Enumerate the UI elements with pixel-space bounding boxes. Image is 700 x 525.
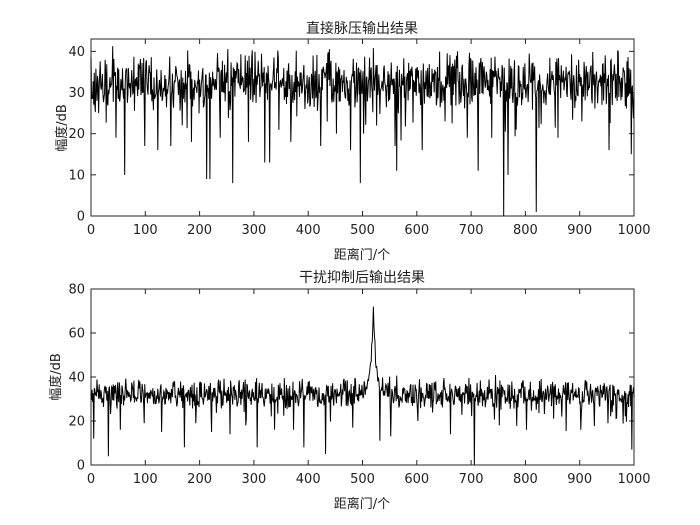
x-tick-label: 0 <box>87 223 95 238</box>
x-tick-label: 500 <box>350 223 375 238</box>
chart-bottom-plot-area <box>90 288 635 466</box>
chart-top-ylabel: 幅度/dB <box>54 104 70 152</box>
x-tick-label: 900 <box>567 472 592 487</box>
x-tick-label: 300 <box>241 472 266 487</box>
x-tick-label: 500 <box>350 472 375 487</box>
x-tick-label: 0 <box>87 472 95 487</box>
chart-top-title: 直接脉压输出结果 <box>306 20 418 37</box>
y-tick-label: 40 <box>68 371 85 386</box>
chart-bottom: 0 100 200 300 400 500 600 700 800 900 1000 0 20 40 60… <box>48 270 651 512</box>
chart-top: 0 100 200 300 400 500 600 700 800 900 1000 0 10 20 30… <box>54 20 651 263</box>
y-tick-label: 0 <box>77 210 85 225</box>
x-tick-label: 600 <box>404 223 429 238</box>
y-tick-label: 80 <box>68 283 85 298</box>
x-tick-label: 900 <box>567 223 592 238</box>
chart-bottom-series-line <box>90 306 635 466</box>
y-tick-label: 40 <box>68 45 85 60</box>
x-tick-label: 700 <box>459 472 484 487</box>
chart-bottom-xlabel: 距离门/个 <box>334 496 390 512</box>
x-tick-label: 400 <box>296 472 321 487</box>
x-tick-label: 400 <box>296 223 321 238</box>
chart-top-series-line <box>90 46 635 217</box>
chart-bottom-ylabel: 幅度/dB <box>48 353 64 401</box>
x-tick-label: 1000 <box>617 472 650 487</box>
x-tick-label: 300 <box>241 223 266 238</box>
x-tick-label: 800 <box>513 223 538 238</box>
y-tick-label: 20 <box>68 415 85 430</box>
chart-top-y-ticks: 0 10 20 30 40 <box>68 45 634 225</box>
x-tick-label: 200 <box>187 472 212 487</box>
x-tick-label: 600 <box>404 472 429 487</box>
chart-top-plot-area <box>90 38 635 217</box>
y-tick-label: 10 <box>68 168 85 183</box>
x-tick-label: 200 <box>187 223 212 238</box>
x-tick-label: 800 <box>513 472 538 487</box>
x-tick-label: 100 <box>133 223 158 238</box>
chart-bottom-y-ticks: 0 20 40 60 80 <box>68 283 634 474</box>
chart-top-x-ticks: 0 100 200 300 400 500 600 700 800 900 1000 <box>87 39 651 238</box>
y-tick-label: 60 <box>68 327 85 342</box>
y-tick-label: 20 <box>68 127 85 142</box>
y-tick-label: 30 <box>68 86 85 101</box>
y-tick-label: 0 <box>77 459 85 474</box>
chart-top-xlabel: 距离门/个 <box>334 247 390 263</box>
x-tick-label: 1000 <box>617 223 650 238</box>
x-tick-label: 100 <box>133 472 158 487</box>
chart-bottom-title: 干扰抑制后输出结果 <box>299 270 425 286</box>
x-tick-label: 700 <box>459 223 484 238</box>
chart-bottom-x-ticks: 0 100 200 300 400 500 600 700 800 900 1000 <box>87 289 651 487</box>
